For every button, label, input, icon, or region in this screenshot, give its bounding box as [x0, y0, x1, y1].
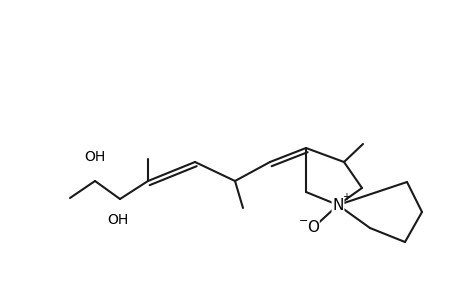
Text: +: + [341, 192, 349, 202]
Text: OH: OH [84, 150, 106, 164]
Text: OH: OH [107, 213, 129, 227]
Text: N: N [331, 197, 343, 212]
Text: −: − [299, 216, 308, 226]
Text: O: O [306, 220, 318, 236]
